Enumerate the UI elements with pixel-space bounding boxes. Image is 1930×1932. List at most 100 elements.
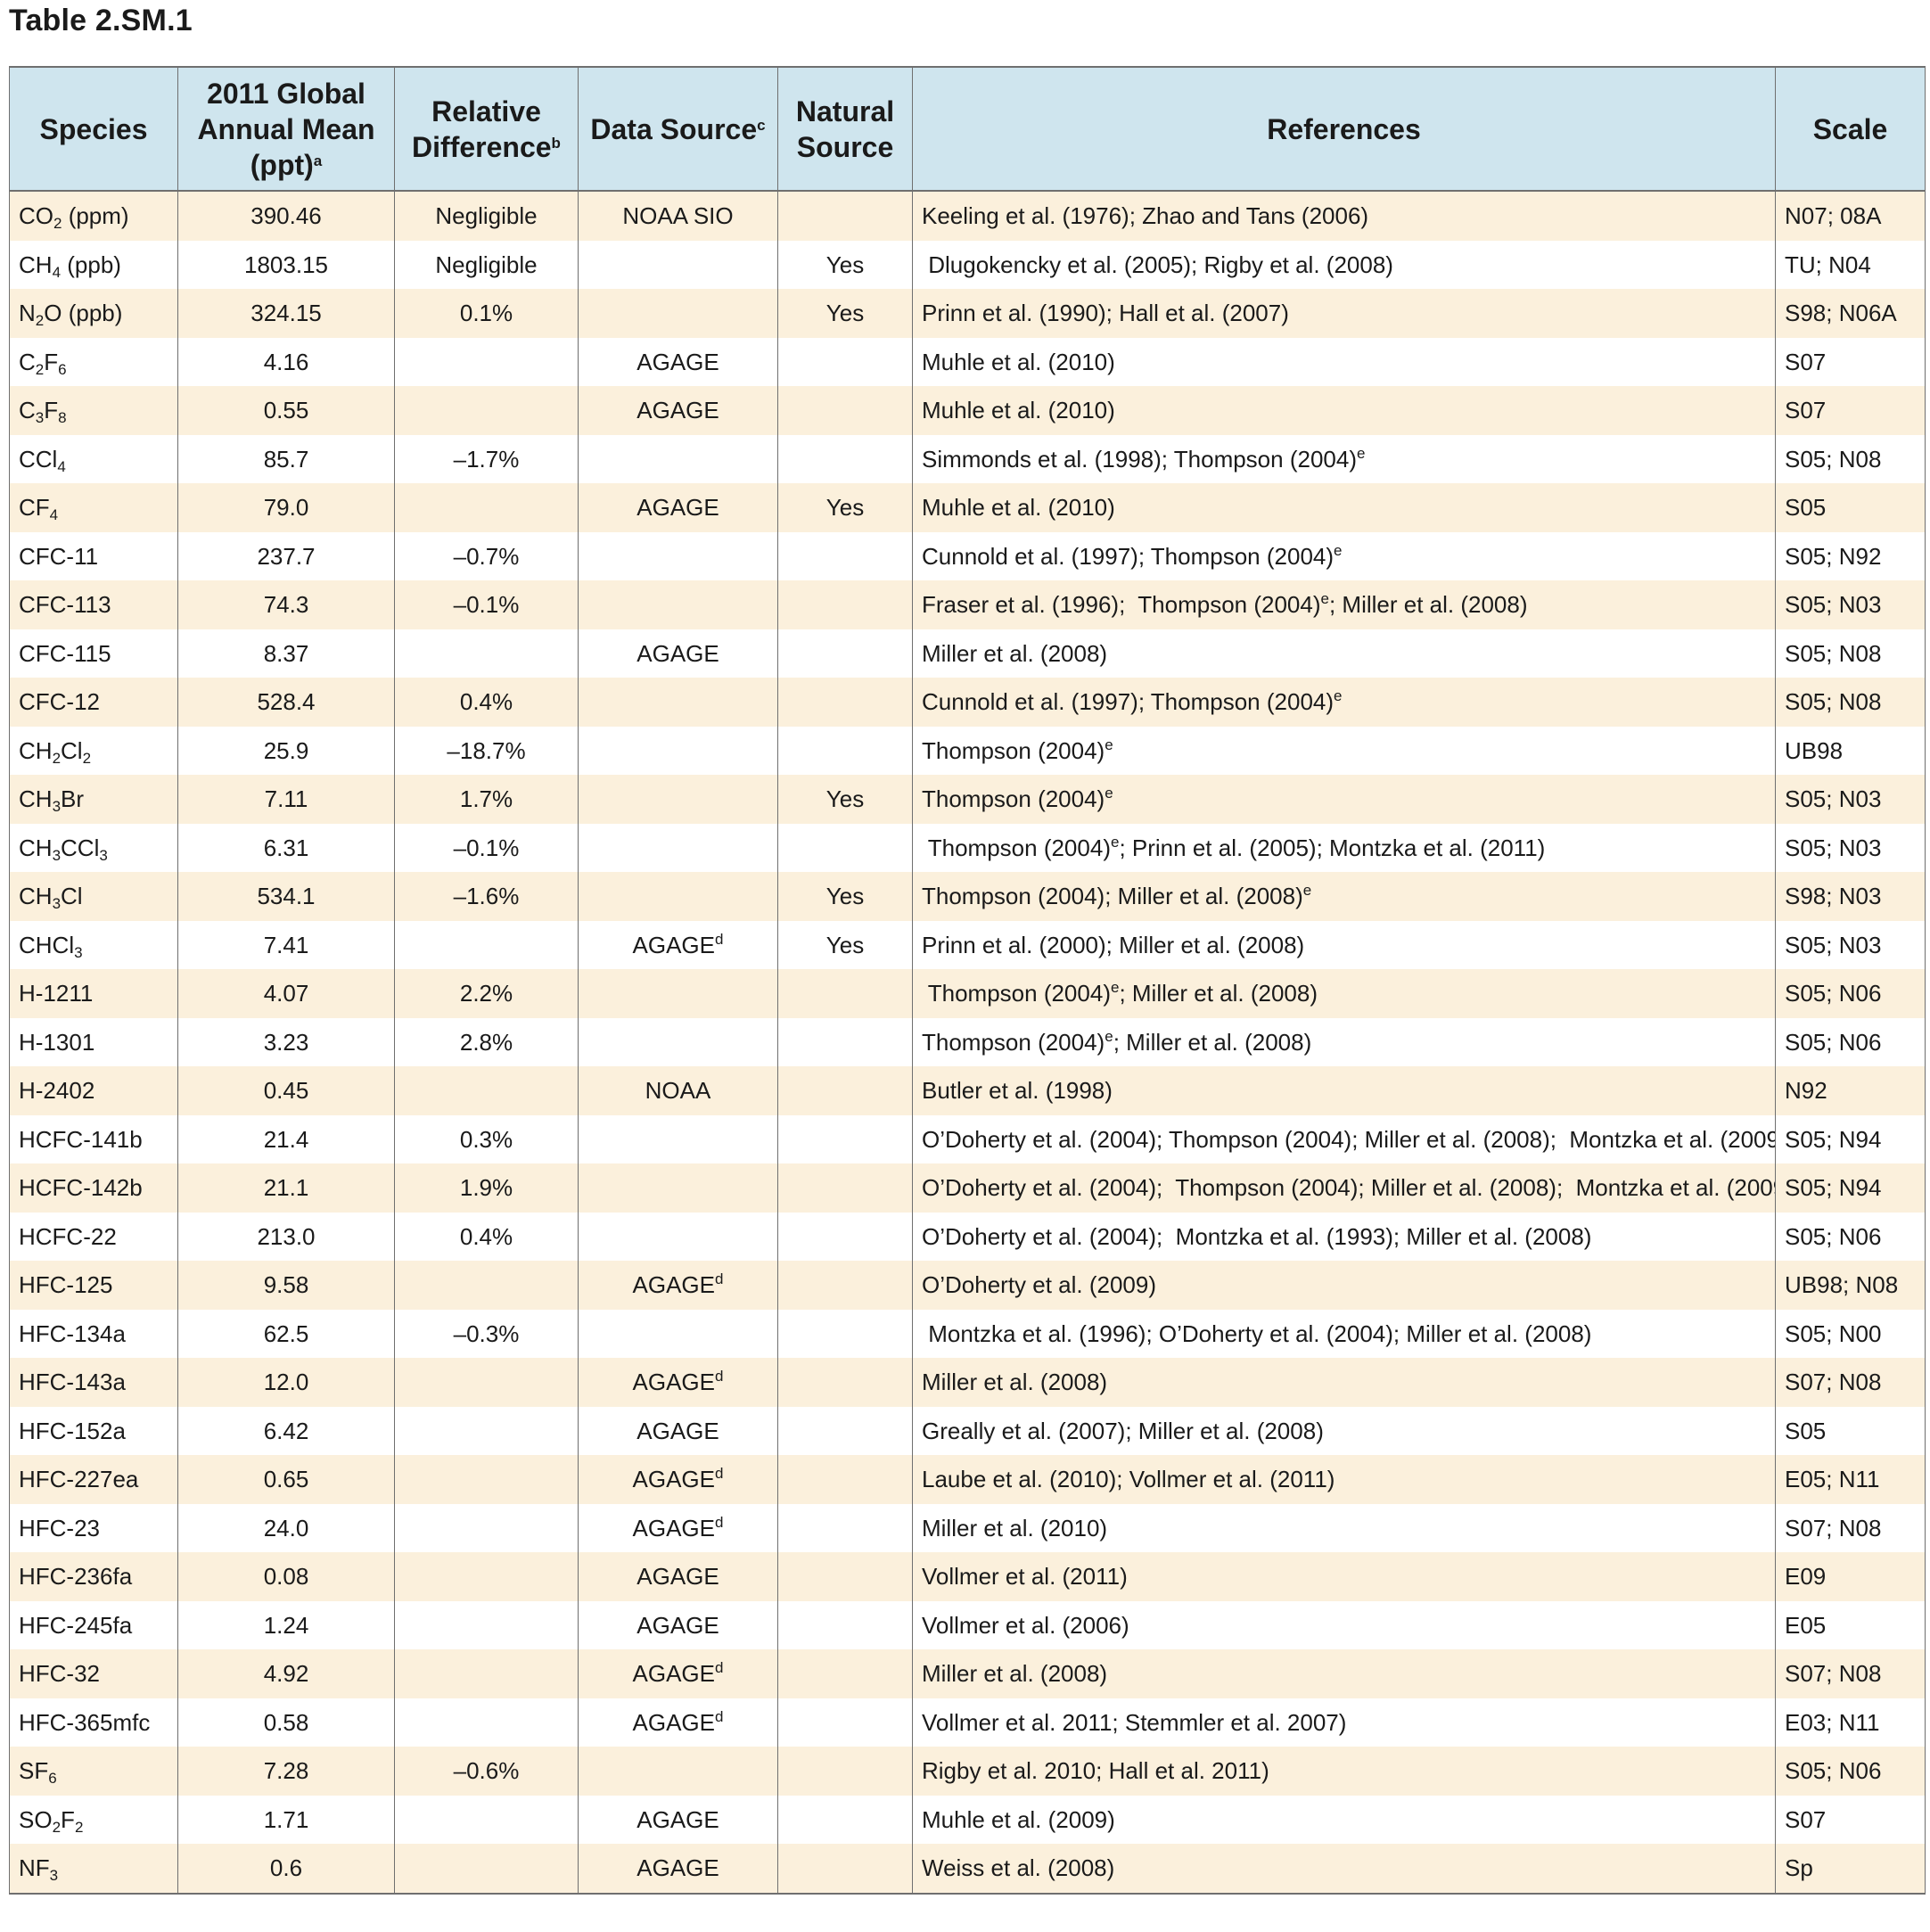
relative-difference-cell	[394, 1503, 579, 1552]
mean-cell: 8.37	[177, 629, 395, 678]
table-row: CH3Br 7.11 1.7% Yes Thompson (2004)e S05; N03	[9, 775, 1926, 824]
species-cell-subscript: 2	[35, 312, 45, 330]
species-cell: CH2Cl2	[9, 726, 178, 775]
references-cell-text: Cunnold et al. (1997); Thompson (2004)	[922, 688, 1335, 716]
mean-cell: 390.46	[177, 191, 395, 241]
relative-difference-cell	[394, 920, 579, 969]
natural-source-cell	[777, 823, 913, 872]
references-cell: Miller et al. (2008)	[912, 1649, 1776, 1698]
data-source-cell-text: AGAGE	[636, 397, 719, 424]
references-cell: Thompson (2004)e; Miller et al. (2008)	[912, 1017, 1776, 1066]
scale-cell: S05; N06	[1775, 1017, 1926, 1066]
natural-source-cell	[777, 1600, 913, 1649]
data-source-cell	[578, 240, 778, 289]
species-cell: HFC-236fa	[9, 1552, 178, 1601]
species-cell-text: HFC-245fa	[19, 1611, 133, 1639]
natural-source-cell	[777, 1698, 913, 1747]
species-cell-subscript: 3	[52, 798, 62, 816]
relative-difference-cell: –0.6%	[394, 1747, 579, 1796]
references-cell-footnote: e	[1105, 1027, 1113, 1045]
header-mean: 2011 Global Annual Mean (ppt)a	[177, 66, 395, 192]
relative-difference-cell	[394, 483, 579, 532]
data-source-cell: AGAGE	[578, 1795, 778, 1844]
species-cell-subscript: 4	[49, 506, 59, 524]
natural-source-cell	[777, 1163, 913, 1213]
data-source-cell	[578, 580, 778, 629]
natural-source-cell: Yes	[777, 775, 913, 824]
references-cell: Cunnold et al. (1997); Thompson (2004)e	[912, 678, 1776, 727]
mean-cell: 1.24	[177, 1600, 395, 1649]
mean-cell: 7.11	[177, 775, 395, 824]
references-cell: Miller et al. (2010)	[912, 1503, 1776, 1552]
relative-difference-cell: 1.9%	[394, 1163, 579, 1213]
data-source-cell	[578, 434, 778, 483]
species-cell: H-2402	[9, 1066, 178, 1115]
natural-source-cell: Yes	[777, 240, 913, 289]
references-cell-text: Thompson (2004)	[922, 736, 1105, 764]
header-source-label: Data Source	[590, 112, 758, 145]
relative-difference-cell: –0.7%	[394, 531, 579, 580]
table-row: HFC-245fa 1.24 AGAGE Vollmer et al. (2006) E…	[9, 1600, 1926, 1649]
relative-difference-cell	[394, 1844, 579, 1895]
natural-source-cell	[777, 1114, 913, 1163]
table-header: Species 2011 Global Annual Mean (ppt)a R…	[9, 66, 1926, 192]
data-source-cell: AGAGE	[578, 337, 778, 386]
species-cell: H-1211	[9, 969, 178, 1018]
header-mean-label: 2011 Global Annual Mean (ppt)	[197, 77, 375, 181]
species-cell-text: HFC-227ea	[19, 1466, 139, 1493]
mean-cell: 21.1	[177, 1163, 395, 1213]
scale-cell: S07; N08	[1775, 1358, 1926, 1407]
data-source-cell-text: AGAGE	[636, 348, 719, 375]
table-row: SO2F2 1.71 AGAGE Muhle et al. (2009) S07	[9, 1795, 1926, 1844]
scale-cell: S07	[1775, 1795, 1926, 1844]
data-source-cell: AGAGE	[578, 386, 778, 435]
references-cell-text: Thompson (2004)	[922, 980, 1111, 1007]
references-cell-footnote: e	[1334, 541, 1343, 559]
species-cell-subscript: 2	[53, 215, 62, 233]
references-cell-footnote: e	[1110, 979, 1120, 997]
species-cell-text: Cl	[61, 736, 83, 764]
species-cell: CHCl3	[9, 920, 178, 969]
species-cell: CH4 (ppb)	[9, 240, 178, 289]
natural-source-cell	[777, 1552, 913, 1601]
references-cell: Muhle et al. (2010)	[912, 483, 1776, 532]
species-cell: CFC-113	[9, 580, 178, 629]
references-cell-text: Prinn et al. (2000); Miller et al. (2008…	[922, 931, 1305, 958]
species-cell-text: F	[44, 348, 59, 375]
species-cell-text: HCFC-142b	[19, 1174, 143, 1202]
species-cell: HFC-143a	[9, 1358, 178, 1407]
species-cell-text: CFC-11	[19, 542, 99, 570]
references-cell: O’Doherty et al. (2004); Thompson (2004)…	[912, 1163, 1776, 1213]
species-cell-text: HCFC-141b	[19, 1125, 143, 1153]
species-cell-subscript: 6	[48, 1770, 57, 1788]
scale-cell: S07	[1775, 337, 1926, 386]
scale-cell: E05	[1775, 1600, 1926, 1649]
mean-cell: 79.0	[177, 483, 395, 532]
data-source-cell-footnote: d	[715, 930, 724, 948]
references-cell: Butler et al. (1998)	[912, 1066, 1776, 1115]
references-cell-footnote: e	[1105, 736, 1113, 753]
data-source-cell-footnote: d	[715, 1270, 724, 1288]
data-source-cell-footnote: d	[715, 1368, 724, 1385]
mean-cell: 528.4	[177, 678, 395, 727]
scale-cell: N07; 08A	[1775, 191, 1926, 241]
references-cell: Thompson (2004)e; Miller et al. (2008)	[912, 969, 1776, 1018]
species-cell: CF4	[9, 483, 178, 532]
species-cell: HCFC-22	[9, 1212, 178, 1261]
references-cell: Fraser et al. (1996); Thompson (2004)e; …	[912, 580, 1776, 629]
references-cell: Muhle et al. (2010)	[912, 386, 1776, 435]
references-cell: Simmonds et al. (1998); Thompson (2004)e	[912, 434, 1776, 483]
data-source-cell	[578, 1212, 778, 1261]
table-row: H-2402 0.45 NOAA Butler et al. (1998) N92	[9, 1066, 1926, 1115]
references-cell-text: Muhle et al. (2010)	[922, 494, 1115, 522]
natural-source-cell	[777, 969, 913, 1018]
scale-cell: S05; N03	[1775, 823, 1926, 872]
references-cell-text: Vollmer et al. (2011)	[922, 1563, 1128, 1591]
species-cell-text: HFC-32	[19, 1660, 101, 1688]
references-cell-text: Muhle et al. (2010)	[922, 348, 1115, 375]
species-cell: HCFC-142b	[9, 1163, 178, 1213]
header-species-label: Species	[39, 112, 148, 145]
table-row: CFC-11 237.7 –0.7% Cunnold et al. (1997); T…	[9, 531, 1926, 580]
species-cell: CH3CCl3	[9, 823, 178, 872]
species-cell-text: H-1211	[19, 980, 94, 1007]
